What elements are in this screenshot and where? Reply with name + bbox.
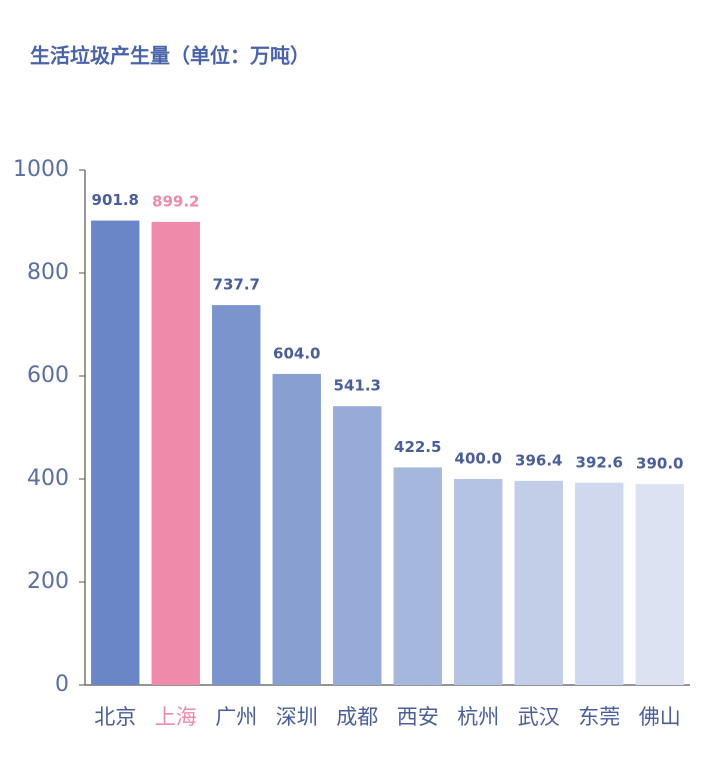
x-tick-label: 上海 xyxy=(155,705,197,729)
x-tick-label: 佛山 xyxy=(639,705,681,729)
y-tick-label: 600 xyxy=(27,363,69,388)
value-label: 604.0 xyxy=(273,344,320,362)
bar xyxy=(272,373,321,685)
x-tick-label: 武汉 xyxy=(518,705,560,729)
x-tick-label: 东莞 xyxy=(578,705,620,729)
bar xyxy=(393,467,442,685)
y-tick-label: 0 xyxy=(55,672,69,697)
x-tick-label: 杭州 xyxy=(457,705,499,729)
y-tick-label: 1000 xyxy=(13,157,69,182)
bar xyxy=(514,480,563,685)
x-tick-label: 广州 xyxy=(215,705,257,729)
y-tick-label: 800 xyxy=(27,260,69,285)
bar xyxy=(635,484,684,685)
bar xyxy=(91,220,140,685)
value-label: 541.3 xyxy=(334,377,381,395)
y-tick-label: 400 xyxy=(27,466,69,491)
bar xyxy=(151,221,200,686)
value-label: 899.2 xyxy=(152,192,199,210)
value-label: 390.0 xyxy=(636,455,683,473)
y-tick-label: 200 xyxy=(27,569,69,594)
value-label: 400.0 xyxy=(455,450,502,468)
x-tick-label: 成都 xyxy=(336,705,378,729)
value-label: 396.4 xyxy=(515,451,562,469)
x-tick-label: 深圳 xyxy=(276,705,318,729)
bar xyxy=(454,479,503,685)
value-label: 901.8 xyxy=(92,191,139,209)
bar xyxy=(212,305,261,685)
x-tick-label: 西安 xyxy=(397,705,439,729)
value-label: 737.7 xyxy=(213,276,260,294)
value-label: 422.5 xyxy=(394,438,441,456)
chart-title: 生活垃圾产生量（单位：万吨） xyxy=(30,44,310,68)
bar xyxy=(575,482,624,685)
x-tick-label: 北京 xyxy=(94,705,136,729)
bar xyxy=(333,406,382,685)
value-label: 392.6 xyxy=(576,453,623,471)
